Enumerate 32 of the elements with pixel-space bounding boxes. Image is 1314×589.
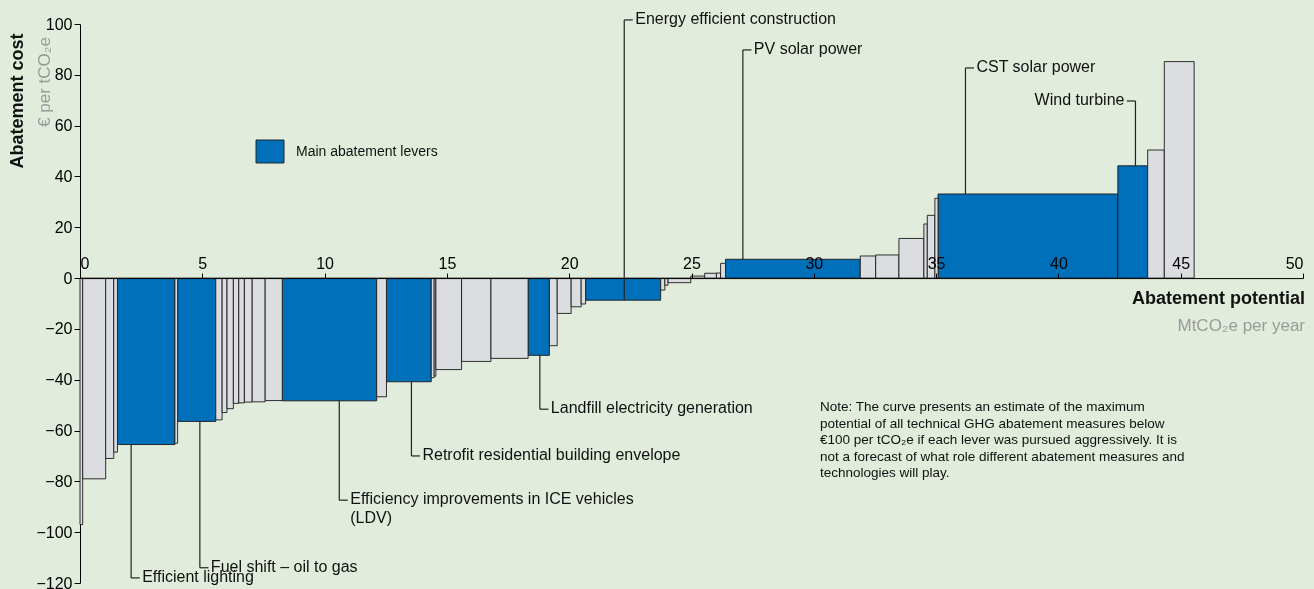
x-tick-label: 5	[198, 254, 208, 272]
y-tick-label: −20	[45, 320, 73, 338]
annotation: Energy efficient construction	[635, 9, 836, 27]
y-tick-label: 40	[54, 167, 73, 185]
annotation: PV solar power	[753, 39, 864, 57]
x-tick-label: 10	[316, 254, 335, 272]
legend-label: Main abatement levers	[296, 143, 438, 159]
x-tick-label: 0	[80, 254, 90, 272]
y-tick-label: 100	[45, 15, 73, 33]
y-tick-label: −40	[45, 371, 73, 389]
y-tick-label: −80	[45, 472, 73, 490]
x-tick-label: 45	[1172, 254, 1191, 272]
annotation: CST solar power	[976, 57, 1096, 75]
x-axis-title: Abatement potential MtCO₂e per year	[1131, 288, 1306, 335]
y-tick-label: 60	[54, 117, 73, 135]
y-axis-title: Abatement cost € per tCO₂e	[7, 33, 54, 169]
y-tick-label: −100	[36, 523, 73, 541]
y-tick-label: −120	[36, 574, 73, 589]
y-tick-label: −60	[45, 422, 73, 440]
x-tick-label: 50	[1285, 254, 1304, 272]
annotation: Wind turbine	[1034, 90, 1125, 108]
y-tick-label: 0	[63, 269, 73, 287]
annotation: Efficiency improvements in ICE vehicles (LDV)	[350, 490, 634, 527]
annotation: Retrofit residential building envelope	[422, 445, 681, 463]
annotation: Note: The curve presents an estimate of the maximum potential of all technical GHG abatement measures below €100 per tCO₂e if each lever was pursued aggressively. It is not a forecast of what role different abatement measures and technologies will play.	[820, 399, 1185, 480]
y-tick-label: 20	[54, 218, 73, 236]
x-tick-label: 40	[1050, 254, 1068, 272]
x-tick-label: 25	[683, 254, 701, 272]
x-tick-label: 15	[438, 254, 457, 272]
annotation: Landfill electricity generation	[550, 399, 753, 417]
x-tick-label: 20	[560, 254, 579, 272]
y-tick-label: 80	[54, 66, 73, 84]
